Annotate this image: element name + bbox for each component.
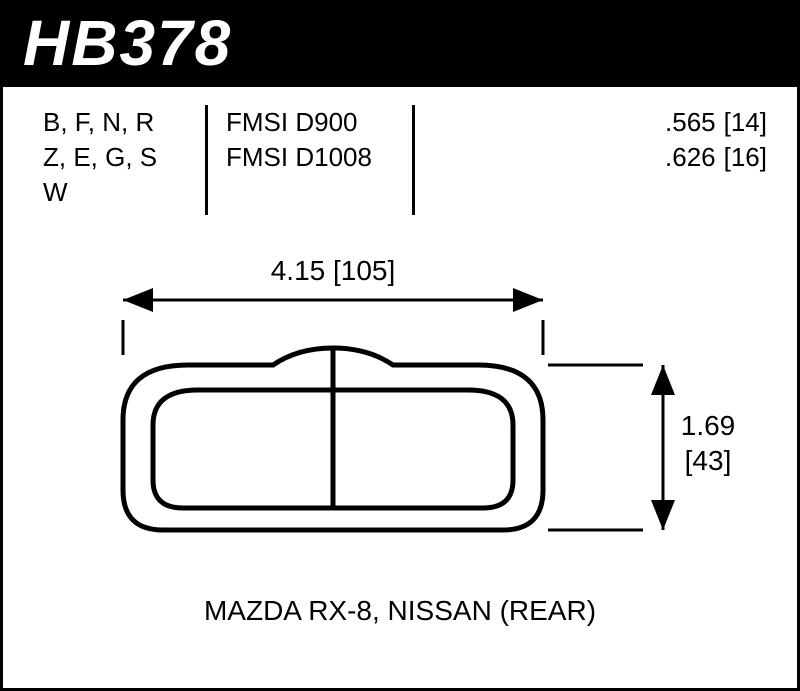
column-divider: [205, 105, 208, 215]
spec-table: B, F, N, R Z, E, G, S W FMSI D900 FMSI D…: [3, 87, 797, 225]
width-in: 4.15: [271, 255, 326, 286]
fmsi-line: FMSI D1008: [226, 140, 410, 175]
fmsi-line: FMSI D900: [226, 105, 410, 140]
diagram-svg: 4.15 [105]: [3, 225, 800, 585]
compounds-line: B, F, N, R: [43, 105, 193, 140]
svg-text:[43]: [43]: [685, 445, 732, 476]
height-in: 1.69: [681, 410, 736, 441]
column-divider: [412, 105, 415, 215]
fmsi-column: FMSI D900 FMSI D1008: [210, 105, 410, 215]
height-mm: [43]: [685, 445, 732, 476]
brake-pad-diagram: 4.15 [105]: [3, 225, 797, 585]
compounds-column: B, F, N, R Z, E, G, S W: [43, 105, 203, 215]
application-label: MAZDA RX-8, NISSAN (REAR): [3, 585, 797, 647]
spec-sheet: HB378 B, F, N, R Z, E, G, S W FMSI D900 …: [0, 0, 800, 691]
svg-text:1.69: 1.69: [681, 410, 736, 441]
compounds-line: Z, E, G, S: [43, 140, 193, 175]
svg-text:4.15 [10: 4.15 [105]: [271, 255, 396, 286]
thickness-in: .565: [665, 105, 716, 140]
width-mm: [105]: [333, 255, 395, 286]
thickness-mm: [16]: [724, 140, 767, 175]
width-dimension: 4.15 [105]: [123, 255, 543, 355]
part-number: HB378: [23, 11, 777, 75]
thickness-mm: [14]: [724, 105, 767, 140]
compounds-line: W: [43, 175, 193, 210]
thickness-in: .626: [665, 140, 716, 175]
brake-pad-shape: [123, 348, 543, 530]
header-bar: HB378: [3, 3, 797, 87]
thickness-column: .565 [14] .626 [16]: [417, 105, 767, 215]
height-dimension: 1.69 [43]: [548, 365, 735, 530]
